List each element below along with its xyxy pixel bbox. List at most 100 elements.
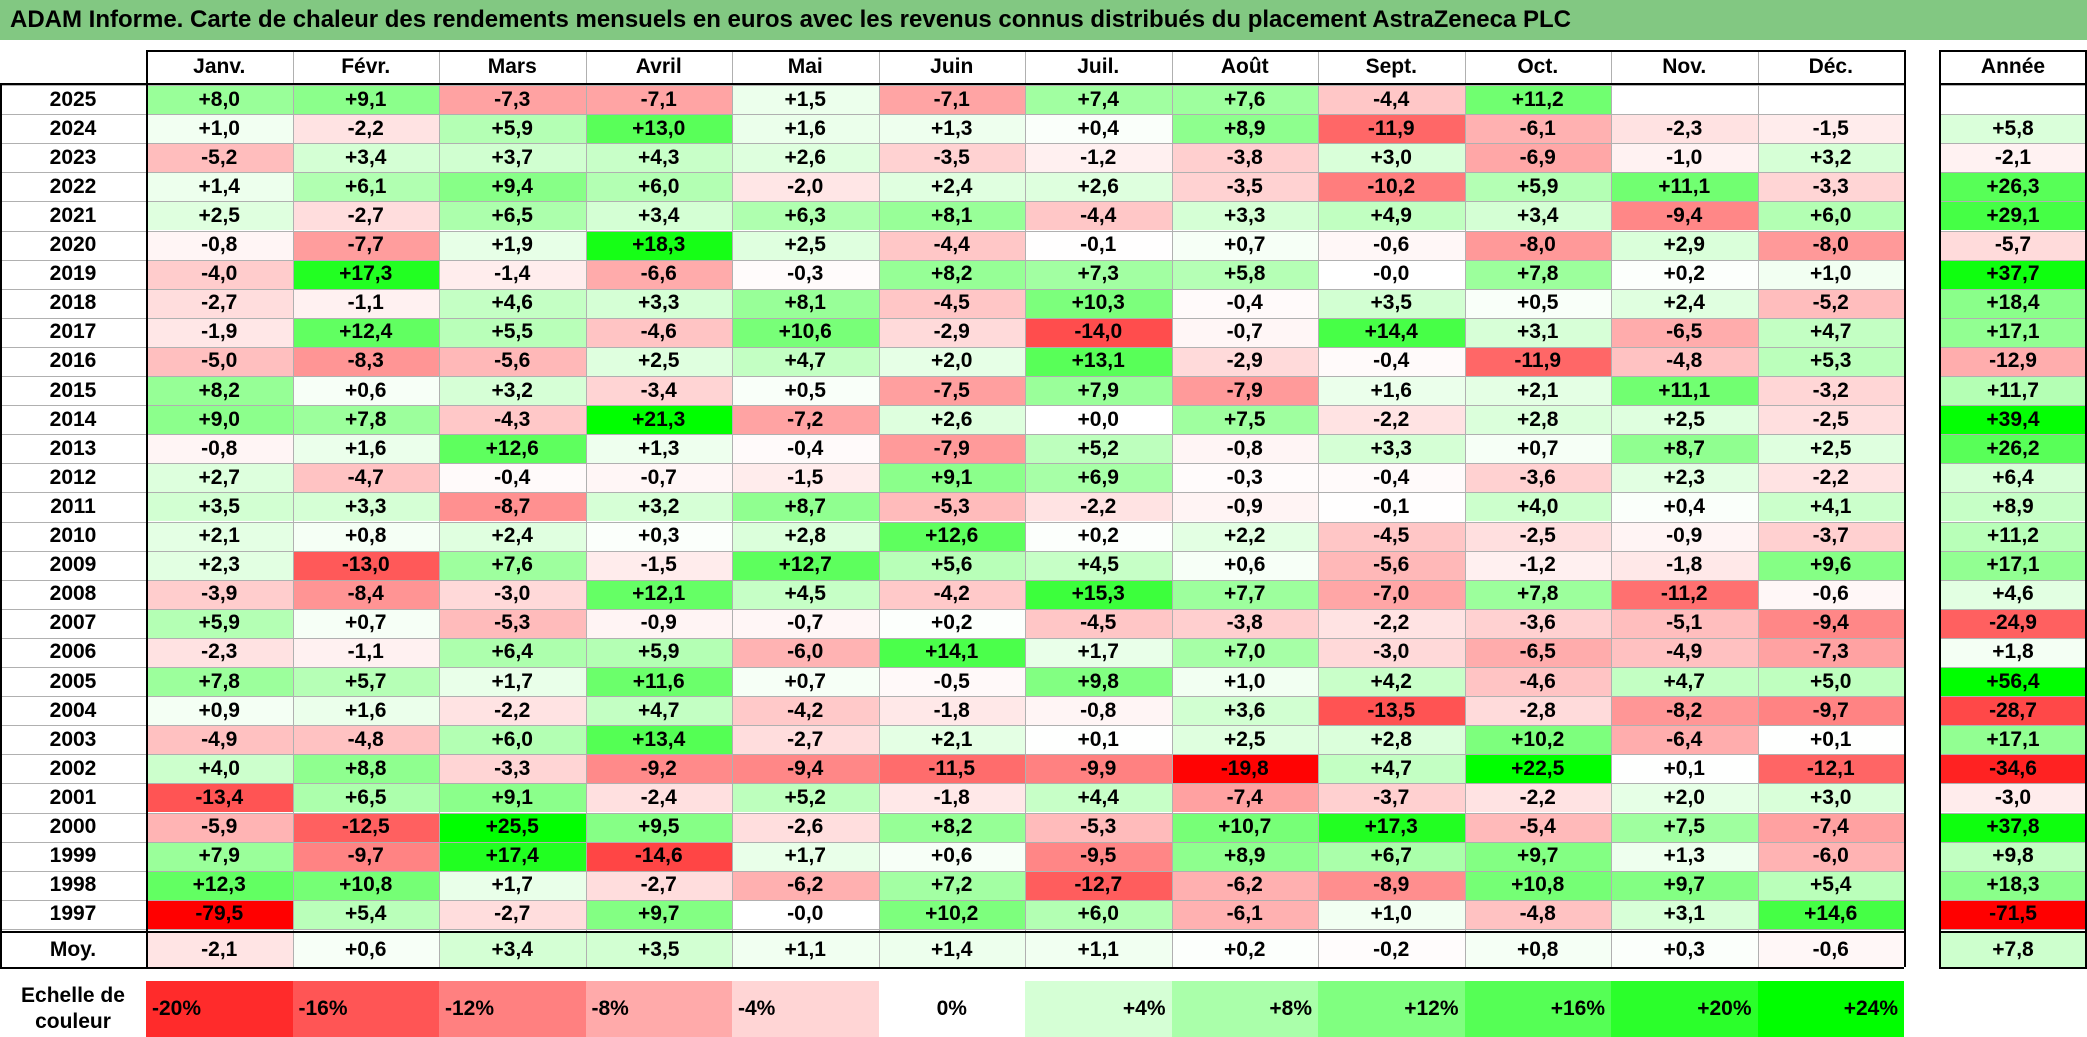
heatmap-cell: +12,3 [146, 870, 293, 900]
grid-line [1939, 841, 2087, 843]
heatmap-cell: -2,4 [585, 783, 732, 813]
month-header: Avril [635, 54, 682, 78]
heatmap-cell: +8,7 [1611, 434, 1758, 464]
grid-line [1939, 85, 2087, 86]
heatmap-cell: +13,1 [1025, 346, 1172, 376]
grid-line [1939, 550, 2087, 552]
color-scale-swatch: 0% [878, 981, 1025, 1037]
heatmap-cell: +5,6 [878, 550, 1025, 580]
annual-cell: -71,5 [1939, 899, 2087, 929]
heatmap-cell: +3,4 [1464, 201, 1611, 231]
annual-cell: +39,4 [1939, 405, 2087, 435]
grid-line [0, 928, 1904, 930]
heatmap-cell: +2,3 [1611, 463, 1758, 493]
grid-line [0, 550, 1904, 552]
heatmap-cell: +3,2 [1757, 143, 1904, 173]
annual-cell [1939, 85, 2087, 115]
heatmap-cell: +10,3 [1025, 288, 1172, 318]
heatmap-cell: +3,4 [585, 201, 732, 231]
heatmap-cell: +9,7 [1464, 841, 1611, 871]
annual-cell: +8,9 [1939, 492, 2087, 522]
grid-line [732, 50, 733, 967]
year-label: 2010 [49, 524, 97, 548]
average-cell: -0,6 [1757, 932, 1904, 967]
annual-cell: +18,3 [1939, 870, 2087, 900]
report-title: ADAM Informe. Carte de chaleur des rende… [0, 0, 2087, 40]
heatmap-cell: +14,6 [1757, 899, 1904, 929]
heatmap-cell: +1,6 [732, 114, 879, 144]
heatmap-cell: -0,7 [585, 463, 732, 493]
heatmap-cell: +7,4 [1025, 85, 1172, 115]
heatmap-cell: -0,9 [1171, 492, 1318, 522]
heatmap-cell: -0,9 [585, 608, 732, 638]
heatmap-cell: -4,4 [1025, 201, 1172, 231]
heatmap-cell: +10,6 [732, 317, 879, 347]
heatmap-cell: -9,9 [1025, 754, 1172, 784]
grid-line [1171, 50, 1173, 967]
month-header: Nov. [1662, 54, 1707, 78]
heatmap-cell: -0,4 [439, 463, 586, 493]
frame-line [0, 930, 1904, 933]
heatmap-cell: +4,0 [146, 754, 293, 784]
heatmap-cell: -3,5 [1171, 172, 1318, 202]
heatmap-cell: -2,9 [878, 317, 1025, 347]
month-header: Mars [487, 54, 537, 78]
heatmap-cell: -11,9 [1464, 346, 1611, 376]
grid-line [0, 317, 1904, 319]
heatmap-cell: +0,6 [878, 841, 1025, 871]
month-header: Août [1220, 54, 1269, 78]
heatmap-cell: -1,2 [1025, 143, 1172, 173]
heatmap-cell: -0,7 [732, 608, 879, 638]
annual-cell: +9,8 [1939, 841, 2087, 871]
heatmap-cell: -3,5 [878, 143, 1025, 173]
heatmap-cell: -6,4 [1611, 725, 1758, 755]
heatmap-cell: -5,0 [146, 346, 293, 376]
heatmap-cell: -1,1 [292, 288, 439, 318]
year-label: 2024 [49, 116, 97, 140]
heatmap-cell: +0,5 [1464, 288, 1611, 318]
heatmap-cell: -3,0 [1318, 637, 1465, 667]
heatmap-cell: +2,0 [1611, 783, 1758, 813]
year-label: 2018 [49, 291, 97, 315]
heatmap-cell: +8,0 [146, 85, 293, 115]
heatmap-cell: -3,8 [1171, 608, 1318, 638]
heatmap-cell: -1,5 [585, 550, 732, 580]
heatmap-cell: +8,2 [878, 259, 1025, 289]
average-cell: +1,4 [878, 932, 1025, 967]
heatmap-cell: +1,4 [146, 172, 293, 202]
grid-line [0, 579, 1904, 581]
heatmap-cell: -8,0 [1464, 230, 1611, 260]
heatmap-cell: +2,5 [585, 346, 732, 376]
annual-cell: +17,1 [1939, 725, 2087, 755]
heatmap-cell: -3,7 [1757, 521, 1904, 551]
heatmap-cell: +9,7 [585, 899, 732, 929]
heatmap-cell: +3,1 [1464, 317, 1611, 347]
heatmap-cell: +7,8 [1464, 259, 1611, 289]
heatmap-cell: +5,9 [1464, 172, 1611, 202]
heatmap-cell: +0,7 [1464, 434, 1611, 464]
heatmap-cell: +2,1 [878, 725, 1025, 755]
heatmap-cell: +8,2 [146, 376, 293, 406]
heatmap-cell: -4,4 [878, 230, 1025, 260]
heatmap-cell: +4,6 [439, 288, 586, 318]
grid-line [0, 463, 1904, 465]
heatmap-cell: -3,8 [1171, 143, 1318, 173]
heatmap-cell [1757, 85, 1904, 115]
heatmap-cell: -5,2 [146, 143, 293, 173]
heatmap-cell: +13,4 [585, 725, 732, 755]
heatmap-cell: -12,7 [1025, 870, 1172, 900]
year-label: 2016 [49, 349, 97, 373]
heatmap-cell: -8,2 [1611, 696, 1758, 726]
heatmap-cell: -6,1 [1171, 899, 1318, 929]
heatmap-cell: -0,6 [1757, 579, 1904, 609]
grid-line [1939, 376, 2087, 377]
grid-line [1939, 579, 2087, 581]
heatmap-cell: +7,8 [292, 405, 439, 435]
heatmap-cell: +3,3 [292, 492, 439, 522]
grid-line [1025, 50, 1026, 967]
heatmap-cell: -8,4 [292, 579, 439, 609]
grid-line [585, 50, 587, 967]
average-cell: +1,1 [1025, 932, 1172, 967]
color-scale-swatch: +8% [1171, 981, 1318, 1037]
heatmap-cell: +3,3 [585, 288, 732, 318]
